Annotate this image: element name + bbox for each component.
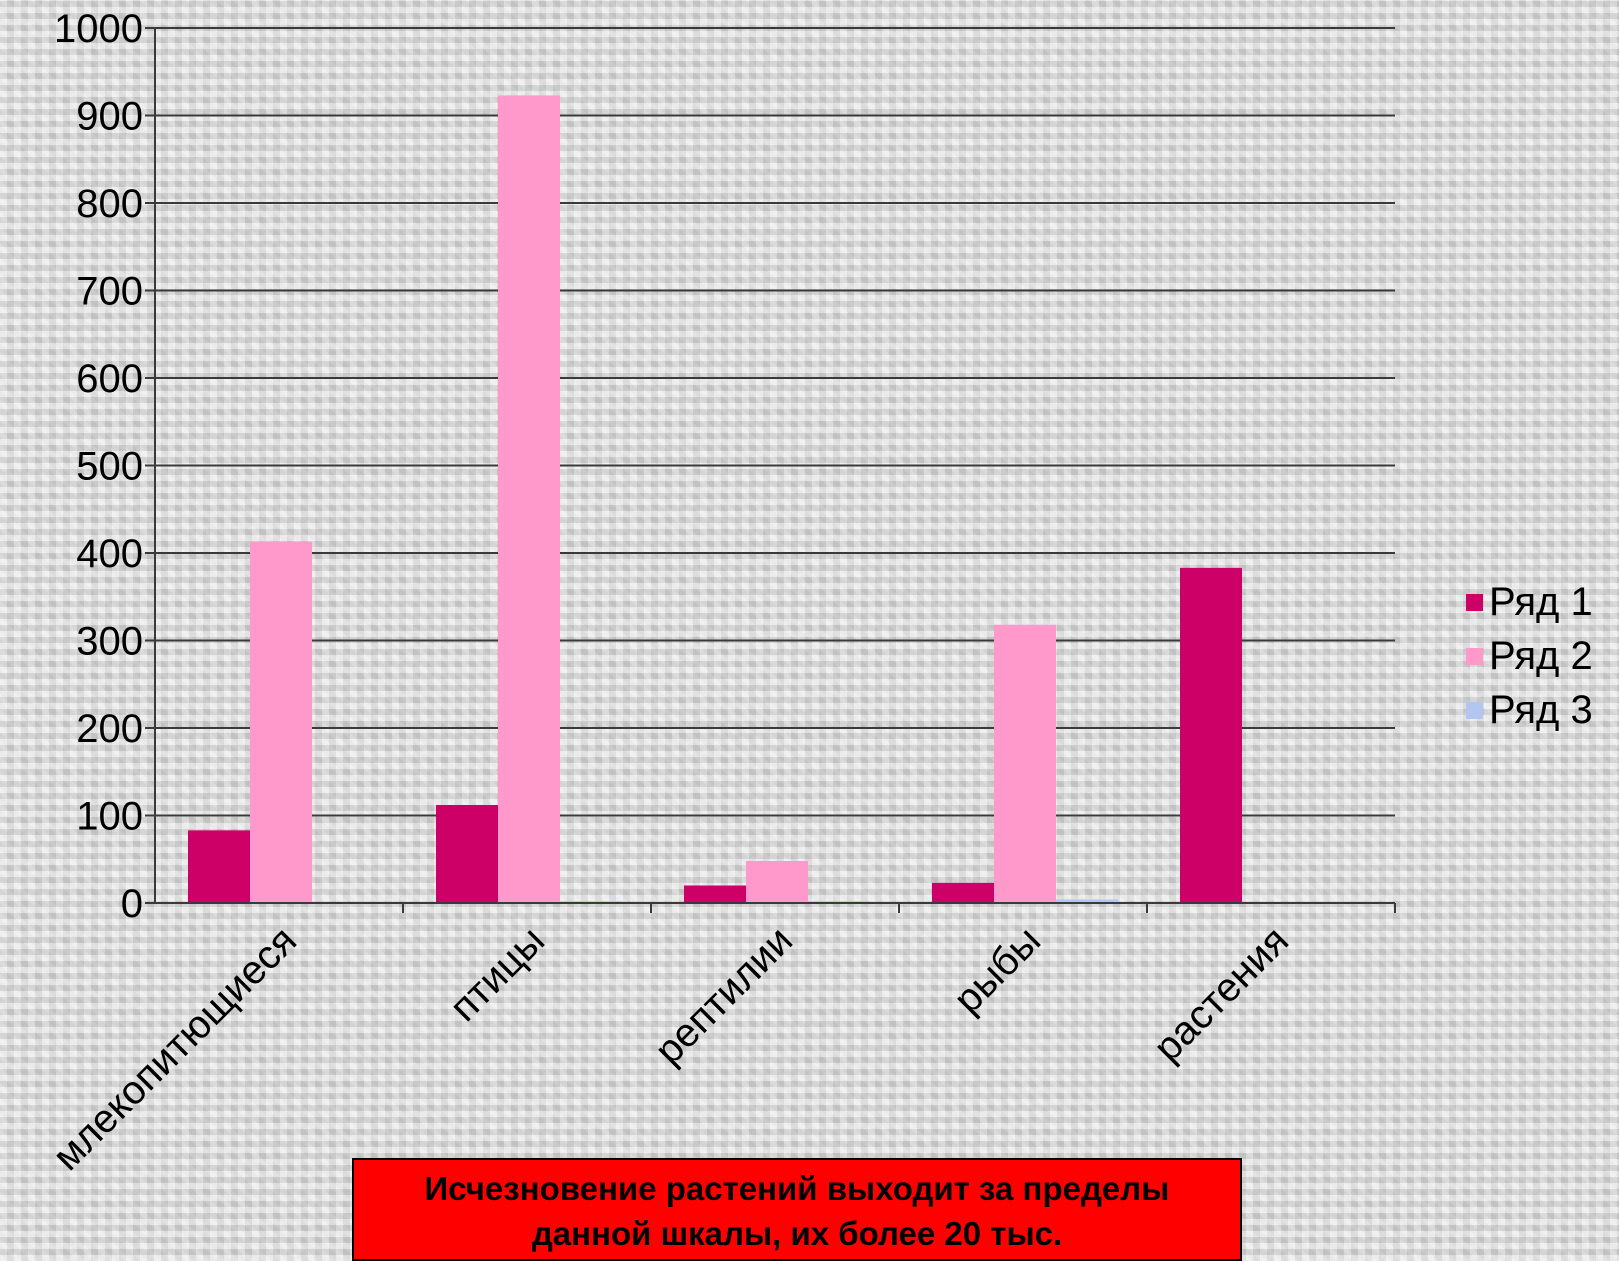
bar-series-1	[1180, 567, 1242, 903]
axes	[145, 27, 1396, 913]
y-tick-label: 700	[76, 270, 143, 314]
y-tick-label: 200	[76, 707, 143, 751]
x-tick-label: млекопитющиеся	[44, 918, 305, 1179]
y-tick-label: 1000	[54, 7, 143, 51]
y-tick-label: 500	[76, 445, 143, 489]
legend-swatch-series-1	[1466, 593, 1483, 611]
bar-series-1	[684, 885, 746, 903]
y-tick-label: 100	[76, 795, 143, 839]
note-line-2: данной шкалы, их более 20 тыс.	[531, 1215, 1063, 1252]
y-tick-label: 800	[76, 182, 143, 226]
note-line-1: Исчезновение растений выходит за пределы	[424, 1170, 1170, 1207]
legend-swatch-series-2	[1466, 647, 1483, 665]
legend-label-series-1: Ряд 1	[1489, 579, 1593, 624]
bar-series-1	[188, 830, 250, 903]
x-tick-label: рыбы	[946, 918, 1050, 1022]
y-tick-labels: 0 100 200 300 400 500 600 700 800 900 1000	[54, 7, 143, 926]
legend-swatch-series-3	[1466, 701, 1483, 719]
bar-series-1	[932, 882, 994, 903]
bar-series-2	[994, 624, 1056, 903]
gridlines	[155, 27, 1395, 817]
y-tick-label: 600	[76, 357, 143, 401]
bar-series-3	[1056, 899, 1118, 903]
legend: Ряд 1 Ряд 2 Ряд 3	[1466, 575, 1593, 737]
y-tick-label: 300	[76, 620, 143, 664]
bar-series-1	[436, 805, 498, 903]
bar-series-2	[498, 95, 560, 903]
x-tick-label: рептилии	[646, 918, 801, 1073]
y-tick-label: 900	[76, 95, 143, 139]
x-tick-labels: млекопитющиеся птицы рептилии рыбы растения	[44, 918, 1297, 1179]
y-tick-label: 0	[121, 882, 143, 926]
bars	[188, 95, 1242, 903]
legend-label-series-2: Ряд 2	[1489, 633, 1593, 678]
legend-label-series-3: Ряд 3	[1489, 687, 1593, 732]
bar-series-2	[746, 861, 808, 903]
legend-item-series-3: Ряд 3	[1466, 683, 1593, 737]
y-tick-label: 400	[76, 532, 143, 576]
note-box: Исчезновение растений выходит за пределы…	[352, 1158, 1242, 1261]
legend-item-series-2: Ряд 2	[1466, 629, 1593, 683]
bar-series-2	[250, 541, 312, 903]
x-tick-label: птицы	[441, 918, 553, 1030]
x-tick-label: растения	[1145, 918, 1297, 1070]
legend-item-series-1: Ряд 1	[1466, 575, 1593, 629]
